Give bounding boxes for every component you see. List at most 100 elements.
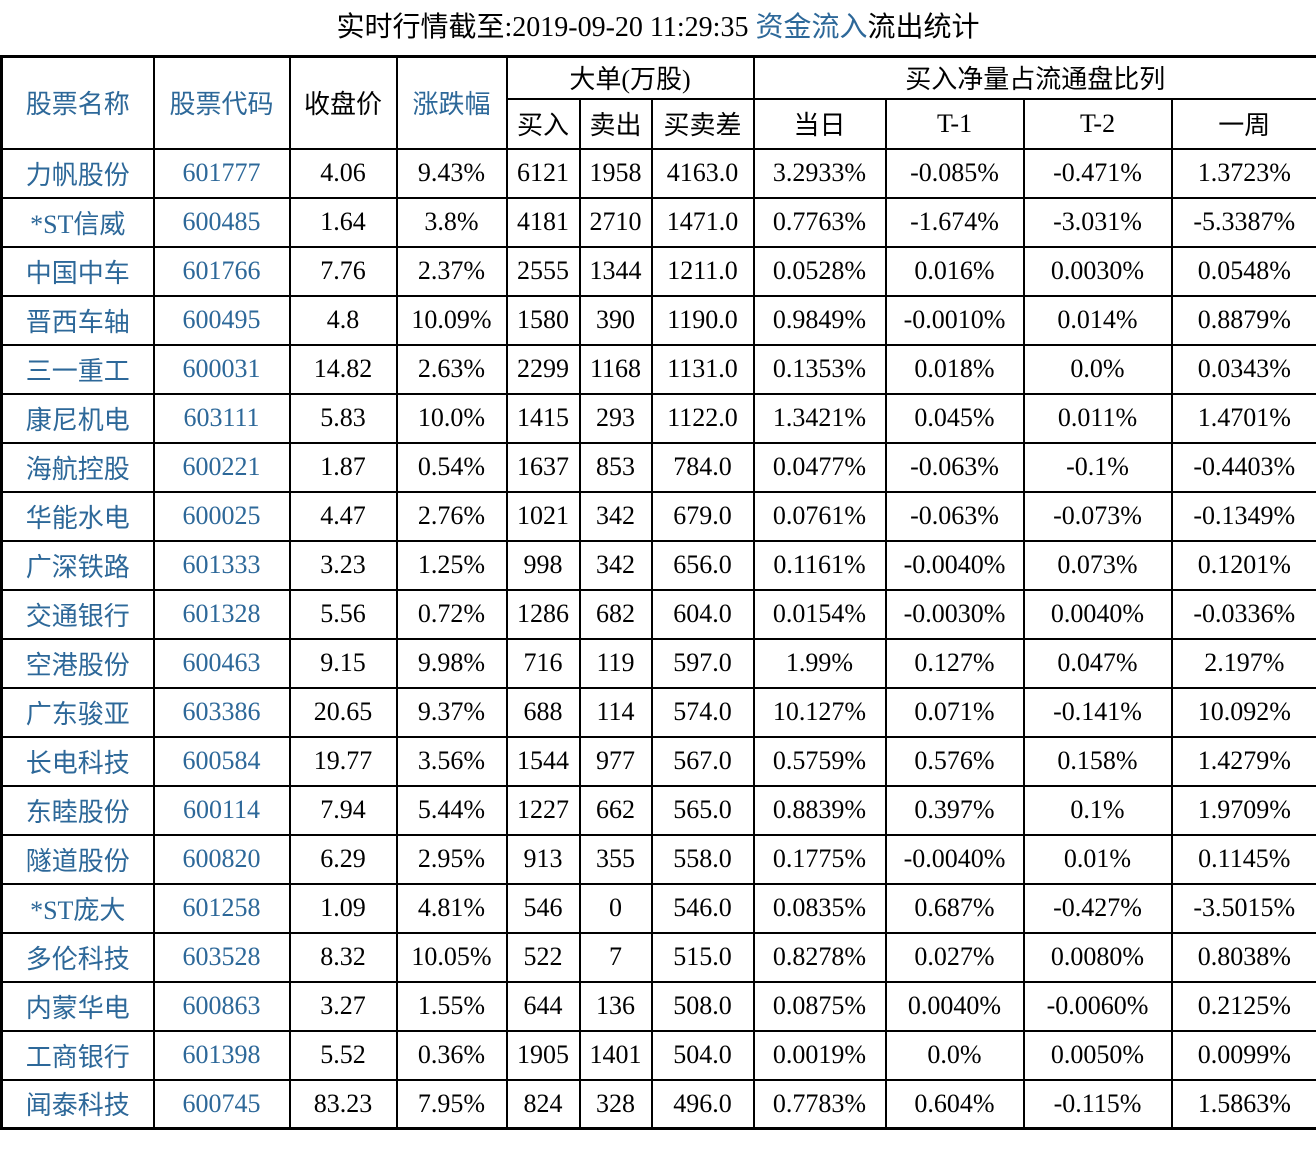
t-minus-2-cell: 0.0040% bbox=[1022, 588, 1173, 640]
table-row: 中国中车 601766 7.76 2.37% 2555 1344 1211.0 0.0528%… bbox=[0, 245, 1316, 297]
change-pct-cell: 10.0% bbox=[395, 392, 508, 444]
stock-name-cell: 中国中车 bbox=[0, 245, 155, 297]
stock-name-cell: 多伦科技 bbox=[0, 931, 155, 983]
t-minus-2-cell: -0.115% bbox=[1022, 1078, 1173, 1130]
buy-sell-diff-cell: 567.0 bbox=[650, 735, 755, 787]
t-minus-2-cell: 0.014% bbox=[1022, 294, 1173, 346]
sell-cell: 114 bbox=[578, 686, 653, 738]
buy-cell: 4181 bbox=[505, 196, 581, 248]
table-header: 股票名称 股票代码 收盘价 涨跌幅 大单(万股) 买入净量占流通盘比列 买入 卖… bbox=[0, 55, 1316, 150]
sell-cell: 0 bbox=[578, 882, 653, 934]
sell-cell: 390 bbox=[578, 294, 653, 346]
sell-cell: 136 bbox=[578, 980, 653, 1032]
t-minus-2-cell: 0.1% bbox=[1022, 784, 1173, 836]
today-cell: 0.0019% bbox=[752, 1029, 887, 1081]
buy-sell-diff-cell: 1211.0 bbox=[650, 245, 755, 297]
t-minus-1-cell: 0.016% bbox=[884, 245, 1025, 297]
col-header-buy: 买入 bbox=[505, 97, 581, 150]
buy-sell-diff-cell: 656.0 bbox=[650, 539, 755, 591]
stock-name-cell: 广东骏亚 bbox=[0, 686, 155, 738]
today-cell: 0.1353% bbox=[752, 343, 887, 395]
one-week-cell: 0.8038% bbox=[1170, 931, 1316, 983]
change-pct-cell: 9.98% bbox=[395, 637, 508, 689]
buy-cell: 644 bbox=[505, 980, 581, 1032]
change-pct-cell: 3.8% bbox=[395, 196, 508, 248]
today-cell: 0.8278% bbox=[752, 931, 887, 983]
stock-name-cell: 闻泰科技 bbox=[0, 1078, 155, 1130]
today-cell: 10.127% bbox=[752, 686, 887, 738]
buy-sell-diff-cell: 1190.0 bbox=[650, 294, 755, 346]
table-row: 内蒙华电 600863 3.27 1.55% 644 136 508.0 0.0875% 0.0… bbox=[0, 980, 1316, 1032]
col-group-big-orders: 大单(万股) bbox=[505, 55, 755, 100]
t-minus-2-cell: -0.0060% bbox=[1022, 980, 1173, 1032]
t-minus-1-cell: 0.576% bbox=[884, 735, 1025, 787]
buy-sell-diff-cell: 508.0 bbox=[650, 980, 755, 1032]
stock-code-cell: 600114 bbox=[152, 784, 291, 836]
stock-name-cell: 晋西车轴 bbox=[0, 294, 155, 346]
today-cell: 0.0154% bbox=[752, 588, 887, 640]
t-minus-2-cell: 0.011% bbox=[1022, 392, 1173, 444]
t-minus-2-cell: 0.047% bbox=[1022, 637, 1173, 689]
buy-cell: 522 bbox=[505, 931, 581, 983]
col-header-close-price: 收盘价 bbox=[288, 55, 398, 150]
sell-cell: 1958 bbox=[578, 147, 653, 199]
t-minus-1-cell: -0.0040% bbox=[884, 539, 1025, 591]
buy-cell: 824 bbox=[505, 1078, 581, 1130]
one-week-cell: 1.5863% bbox=[1170, 1078, 1316, 1130]
t-minus-2-cell: -0.427% bbox=[1022, 882, 1173, 934]
buy-sell-diff-cell: 679.0 bbox=[650, 490, 755, 542]
change-pct-cell: 10.05% bbox=[395, 931, 508, 983]
table-row: 康尼机电 603111 5.83 10.0% 1415 293 1122.0 1.3421% 0… bbox=[0, 392, 1316, 444]
table-row: *ST庞大 601258 1.09 4.81% 546 0 546.0 0.0835% 0.68… bbox=[0, 882, 1316, 934]
buy-cell: 1637 bbox=[505, 441, 581, 493]
change-pct-cell: 2.76% bbox=[395, 490, 508, 542]
change-pct-cell: 2.63% bbox=[395, 343, 508, 395]
stock-table: 股票名称 股票代码 收盘价 涨跌幅 大单(万股) 买入净量占流通盘比列 买入 卖… bbox=[0, 55, 1316, 1130]
t-minus-1-cell: -0.063% bbox=[884, 490, 1025, 542]
t-minus-1-cell: -0.0040% bbox=[884, 833, 1025, 885]
t-minus-2-cell: 0.158% bbox=[1022, 735, 1173, 787]
today-cell: 0.9849% bbox=[752, 294, 887, 346]
stock-name-cell: 三一重工 bbox=[0, 343, 155, 395]
t-minus-2-cell: 0.0% bbox=[1022, 343, 1173, 395]
table-row: 海航控股 600221 1.87 0.54% 1637 853 784.0 0.0477% -0… bbox=[0, 441, 1316, 493]
stock-code-cell: 600495 bbox=[152, 294, 291, 346]
table-row: 三一重工 600031 14.82 2.63% 2299 1168 1131.0 0.1353… bbox=[0, 343, 1316, 395]
close-price-cell: 9.15 bbox=[288, 637, 398, 689]
one-week-cell: 1.4701% bbox=[1170, 392, 1316, 444]
buy-cell: 1021 bbox=[505, 490, 581, 542]
t-minus-2-cell: 0.0050% bbox=[1022, 1029, 1173, 1081]
sell-cell: 342 bbox=[578, 539, 653, 591]
t-minus-1-cell: 0.045% bbox=[884, 392, 1025, 444]
change-pct-cell: 2.95% bbox=[395, 833, 508, 885]
change-pct-cell: 10.09% bbox=[395, 294, 508, 346]
buy-sell-diff-cell: 604.0 bbox=[650, 588, 755, 640]
sell-cell: 1401 bbox=[578, 1029, 653, 1081]
one-week-cell: 0.0099% bbox=[1170, 1029, 1316, 1081]
stock-name-cell: 隧道股份 bbox=[0, 833, 155, 885]
col-header-today: 当日 bbox=[752, 97, 887, 150]
t-minus-2-cell: -0.073% bbox=[1022, 490, 1173, 542]
today-cell: 0.1161% bbox=[752, 539, 887, 591]
t-minus-2-cell: 0.0080% bbox=[1022, 931, 1173, 983]
stock-code-cell: 600485 bbox=[152, 196, 291, 248]
t-minus-1-cell: 0.071% bbox=[884, 686, 1025, 738]
today-cell: 0.7783% bbox=[752, 1078, 887, 1130]
close-price-cell: 8.32 bbox=[288, 931, 398, 983]
t-minus-2-cell: -0.471% bbox=[1022, 147, 1173, 199]
close-price-cell: 5.83 bbox=[288, 392, 398, 444]
close-price-cell: 19.77 bbox=[288, 735, 398, 787]
stock-code-cell: 603386 bbox=[152, 686, 291, 738]
buy-sell-diff-cell: 515.0 bbox=[650, 931, 755, 983]
t-minus-1-cell: -1.674% bbox=[884, 196, 1025, 248]
stock-code-cell: 600025 bbox=[152, 490, 291, 542]
table-row: 华能水电 600025 4.47 2.76% 1021 342 679.0 0.0761% -0… bbox=[0, 490, 1316, 542]
t-minus-2-cell: 0.0030% bbox=[1022, 245, 1173, 297]
buy-cell: 546 bbox=[505, 882, 581, 934]
today-cell: 0.0835% bbox=[752, 882, 887, 934]
stock-name-cell: 广深铁路 bbox=[0, 539, 155, 591]
col-header-one-week: 一周 bbox=[1170, 97, 1316, 150]
col-group-net-buy-ratio: 买入净量占流通盘比列 bbox=[752, 55, 1316, 100]
one-week-cell: 0.0548% bbox=[1170, 245, 1316, 297]
t-minus-1-cell: 0.018% bbox=[884, 343, 1025, 395]
